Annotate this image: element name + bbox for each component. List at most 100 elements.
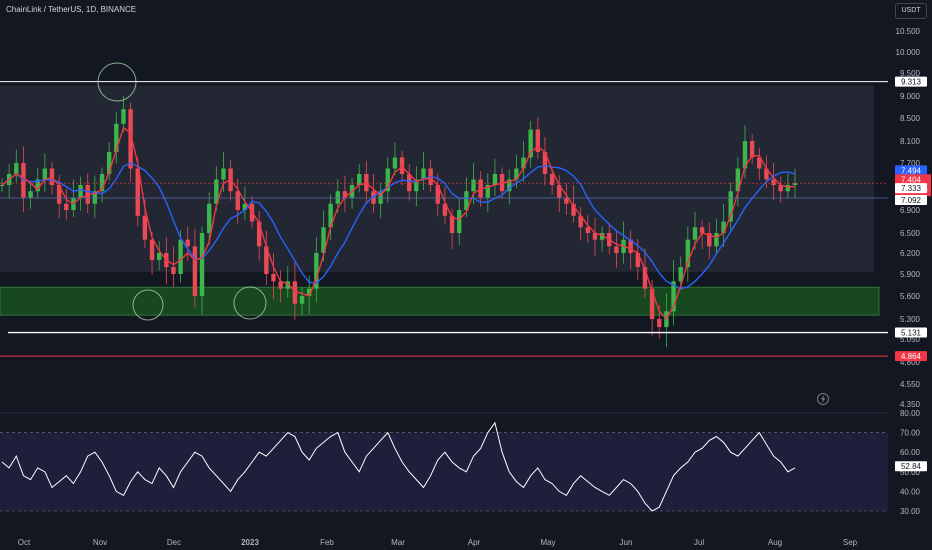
price-tags: 9.3137.4947.40419:50:387.3337.0925.1314.… (895, 76, 931, 472)
candle-body (306, 288, 312, 296)
candle-body (335, 191, 340, 204)
highlight-circle (132, 289, 164, 321)
price-tick-label: 4.350 (900, 400, 921, 409)
candle-body (449, 215, 455, 233)
symbol-title: ChainLink / TetherUS, 1D, BINANCE (6, 5, 137, 14)
candle-body (414, 179, 419, 192)
candle-body (256, 221, 262, 247)
candle-body (542, 152, 548, 174)
candle-body (642, 267, 648, 289)
ma-slow-tag: 7.494 (901, 166, 922, 175)
price-tick-label: 6.200 (900, 249, 921, 258)
candle-body (699, 227, 705, 233)
last-close-tag: 7.333 (901, 184, 922, 193)
candle-body (507, 179, 512, 192)
rsi-value-tag-bg (895, 461, 927, 472)
candle-body (357, 174, 362, 185)
candle-body (328, 203, 333, 228)
range-low-tag-bg (895, 195, 927, 205)
candle-body (185, 239, 190, 247)
candle-body (264, 246, 269, 274)
time-tick-label: Aug (768, 538, 782, 547)
candle-body (471, 179, 476, 192)
candle-body (421, 168, 426, 180)
candle-body (106, 152, 112, 174)
candle-body (714, 233, 719, 247)
lightning-icon[interactable] (817, 393, 829, 405)
candle-body (156, 253, 162, 260)
ma-fast-line (1, 126, 796, 321)
candle-body (442, 203, 448, 216)
candle-body (235, 191, 240, 210)
stop-tag: 4.864 (901, 352, 922, 361)
candle-body (178, 239, 183, 274)
time-tick-label: Dec (167, 538, 181, 547)
price-tick-label: 9.000 (900, 92, 921, 101)
currency-button[interactable]: USDT (895, 3, 927, 19)
candle-body (614, 246, 619, 253)
time-tick-label: Nov (93, 538, 107, 547)
candle-body (792, 183, 798, 185)
candle-body (749, 141, 755, 158)
candle-body (299, 296, 305, 304)
candle-body (635, 253, 641, 267)
time-axis: Oct Nov Dec 2023 Feb Mar Apr May Jun Jul Aug Sep (18, 538, 858, 547)
candle-body (142, 215, 148, 240)
candle-body (399, 157, 405, 174)
price-axis: 10.500 10.000 9.500 9.000 8.500 8.100 7.700 7.3… (896, 27, 921, 516)
price-tick-label: 4.800 (900, 358, 921, 367)
support-zone (0, 286, 880, 316)
candle-body (214, 179, 219, 204)
candle-body (192, 246, 198, 296)
candle-body (21, 163, 26, 198)
candle-body (678, 267, 683, 282)
candle-body (649, 288, 655, 319)
moving-averages (1, 126, 796, 321)
horizontal-levels (0, 81, 888, 357)
price-tick-label: 9.500 (900, 69, 921, 78)
candle-body (199, 233, 205, 296)
candle-body (435, 185, 440, 204)
candle-body (492, 174, 498, 185)
candle-body (121, 109, 126, 124)
candle-body (457, 210, 462, 233)
candle-body (149, 239, 155, 260)
rsi-line (1, 421, 796, 512)
candle-body (99, 174, 105, 192)
last-close-tag-bg (895, 183, 927, 194)
candle-body (778, 185, 783, 192)
candle-body (92, 191, 98, 204)
candle-body (521, 157, 526, 169)
candle-body (321, 227, 326, 253)
candle-body (549, 174, 555, 185)
candle-body (592, 233, 598, 240)
time-tick-label: Sep (843, 538, 858, 547)
rsi-band (0, 432, 888, 511)
candle-body (557, 185, 562, 198)
candle-body (392, 157, 398, 169)
candle-body (271, 274, 276, 282)
candle-body (571, 203, 576, 216)
price-tick-label: 8.100 (900, 137, 921, 146)
candle-body (535, 129, 541, 152)
candle-body (171, 267, 176, 274)
candle-body (278, 281, 283, 289)
candle-body (485, 185, 491, 198)
time-tick-label: Feb (320, 538, 334, 547)
candle-body (728, 191, 733, 222)
rsi-tick-label: 60.00 (900, 448, 921, 457)
candle-body (285, 281, 290, 289)
candle-body (221, 168, 226, 180)
candle-body (49, 168, 55, 185)
candle-body (35, 179, 40, 192)
candle-body (128, 109, 133, 169)
candle-body (407, 174, 412, 192)
price-tick-label: 5.050 (900, 335, 921, 344)
candle-body (314, 253, 319, 289)
candle-body (64, 203, 69, 210)
candle-body (735, 168, 741, 192)
time-tick-label: May (540, 538, 555, 547)
candle-body (85, 185, 90, 204)
candle-body (657, 319, 662, 327)
